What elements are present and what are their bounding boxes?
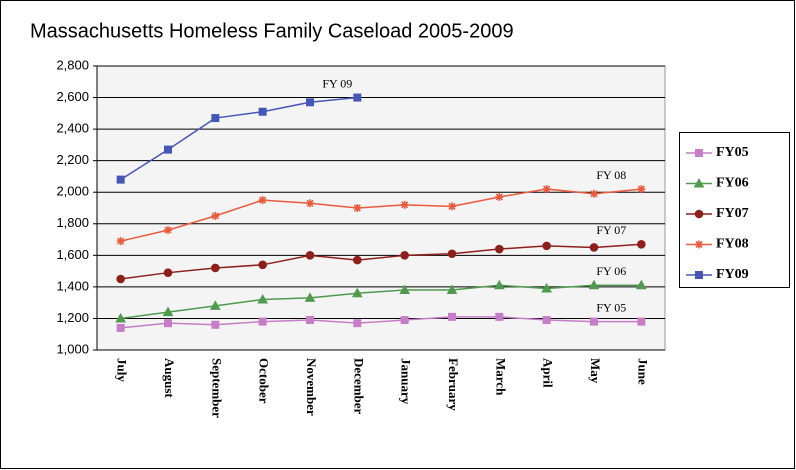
y-tick-label: 1,400 xyxy=(56,278,89,293)
legend-marker xyxy=(694,209,704,219)
point xyxy=(495,244,504,254)
x-tick-label: January xyxy=(399,358,414,405)
series-annotation: FY 08 xyxy=(596,168,626,182)
point xyxy=(211,114,220,123)
legend-label: FY06 xyxy=(716,176,749,191)
point xyxy=(211,211,220,220)
point xyxy=(588,279,600,290)
x-tick-label: April xyxy=(541,358,556,388)
y-tick-label: 2,800 xyxy=(56,57,89,72)
x-tick-label: December xyxy=(351,358,366,415)
point xyxy=(353,93,362,102)
point xyxy=(164,319,172,328)
legend-marker xyxy=(693,177,705,188)
y-tick-label: 1,600 xyxy=(56,247,89,262)
point xyxy=(495,312,504,321)
point xyxy=(542,316,551,325)
y-tick-label: 2,200 xyxy=(56,152,89,167)
point xyxy=(590,189,598,198)
series-annotation: FY 09 xyxy=(322,76,352,90)
series-line xyxy=(120,243,642,280)
x-tick-label: October xyxy=(257,358,272,404)
point xyxy=(495,192,504,201)
point xyxy=(448,312,456,321)
point xyxy=(447,249,457,259)
point xyxy=(164,226,172,235)
point xyxy=(400,316,409,325)
point xyxy=(400,251,409,260)
plot-area xyxy=(96,65,666,351)
point xyxy=(542,185,551,194)
point xyxy=(542,241,551,251)
legend-label: FY07 xyxy=(716,206,749,221)
point xyxy=(306,316,314,325)
point xyxy=(493,279,505,290)
point xyxy=(306,199,314,208)
point xyxy=(353,204,362,212)
point xyxy=(541,282,553,293)
series-line xyxy=(120,284,642,320)
series-line xyxy=(120,96,358,181)
y-tick-label: 1,200 xyxy=(56,310,89,325)
point xyxy=(635,279,647,290)
point xyxy=(209,300,221,310)
point xyxy=(590,317,598,326)
x-tick-label: September xyxy=(209,358,224,418)
point xyxy=(305,251,315,260)
series-line xyxy=(120,316,642,329)
point xyxy=(116,274,125,284)
y-tick-label: 2,000 xyxy=(56,184,89,199)
x-tick-label: November xyxy=(304,358,319,416)
y-tick-label: 1,800 xyxy=(56,215,89,230)
point xyxy=(115,312,127,323)
point xyxy=(446,284,458,295)
y-tick-label: 2,600 xyxy=(56,89,89,104)
point xyxy=(589,243,599,252)
point xyxy=(400,200,409,209)
point xyxy=(162,306,174,317)
series-annotation: FY 05 xyxy=(596,300,626,314)
point xyxy=(258,107,267,116)
point xyxy=(257,293,269,304)
point xyxy=(163,268,173,277)
point xyxy=(353,319,362,328)
point xyxy=(116,237,125,246)
point xyxy=(351,287,363,298)
point xyxy=(304,292,316,302)
x-tick-label: July xyxy=(115,358,130,382)
y-tick-label: 1,000 xyxy=(56,341,89,356)
point xyxy=(164,145,172,154)
chart-title: Massachusetts Homeless Family Caseload 2… xyxy=(30,20,514,42)
point xyxy=(353,255,362,265)
x-tick-label: March xyxy=(493,358,508,396)
point xyxy=(448,202,456,211)
legend-marker xyxy=(695,149,703,157)
point xyxy=(258,196,267,205)
point xyxy=(258,260,267,270)
legend-marker xyxy=(695,240,703,249)
point xyxy=(637,185,646,194)
x-tick-label: August xyxy=(162,358,177,398)
legend-label: FY08 xyxy=(716,237,749,252)
y-tick-label: 2,400 xyxy=(56,121,89,136)
point xyxy=(116,175,125,184)
point xyxy=(211,320,220,329)
legend-label: FY09 xyxy=(716,267,749,282)
x-tick-label: June xyxy=(635,358,650,385)
point xyxy=(258,317,267,326)
point xyxy=(399,284,411,295)
legend-label: FY05 xyxy=(716,145,749,160)
point xyxy=(306,98,314,107)
series-line xyxy=(120,188,642,242)
point xyxy=(211,263,220,273)
point xyxy=(637,317,646,326)
x-tick-label: May xyxy=(588,358,603,384)
x-tick-label: February xyxy=(446,358,461,411)
legend-marker xyxy=(695,271,703,279)
series-annotation: FY 07 xyxy=(596,223,626,237)
point xyxy=(116,323,125,332)
point xyxy=(637,239,646,249)
series-annotation: FY 06 xyxy=(596,264,626,278)
